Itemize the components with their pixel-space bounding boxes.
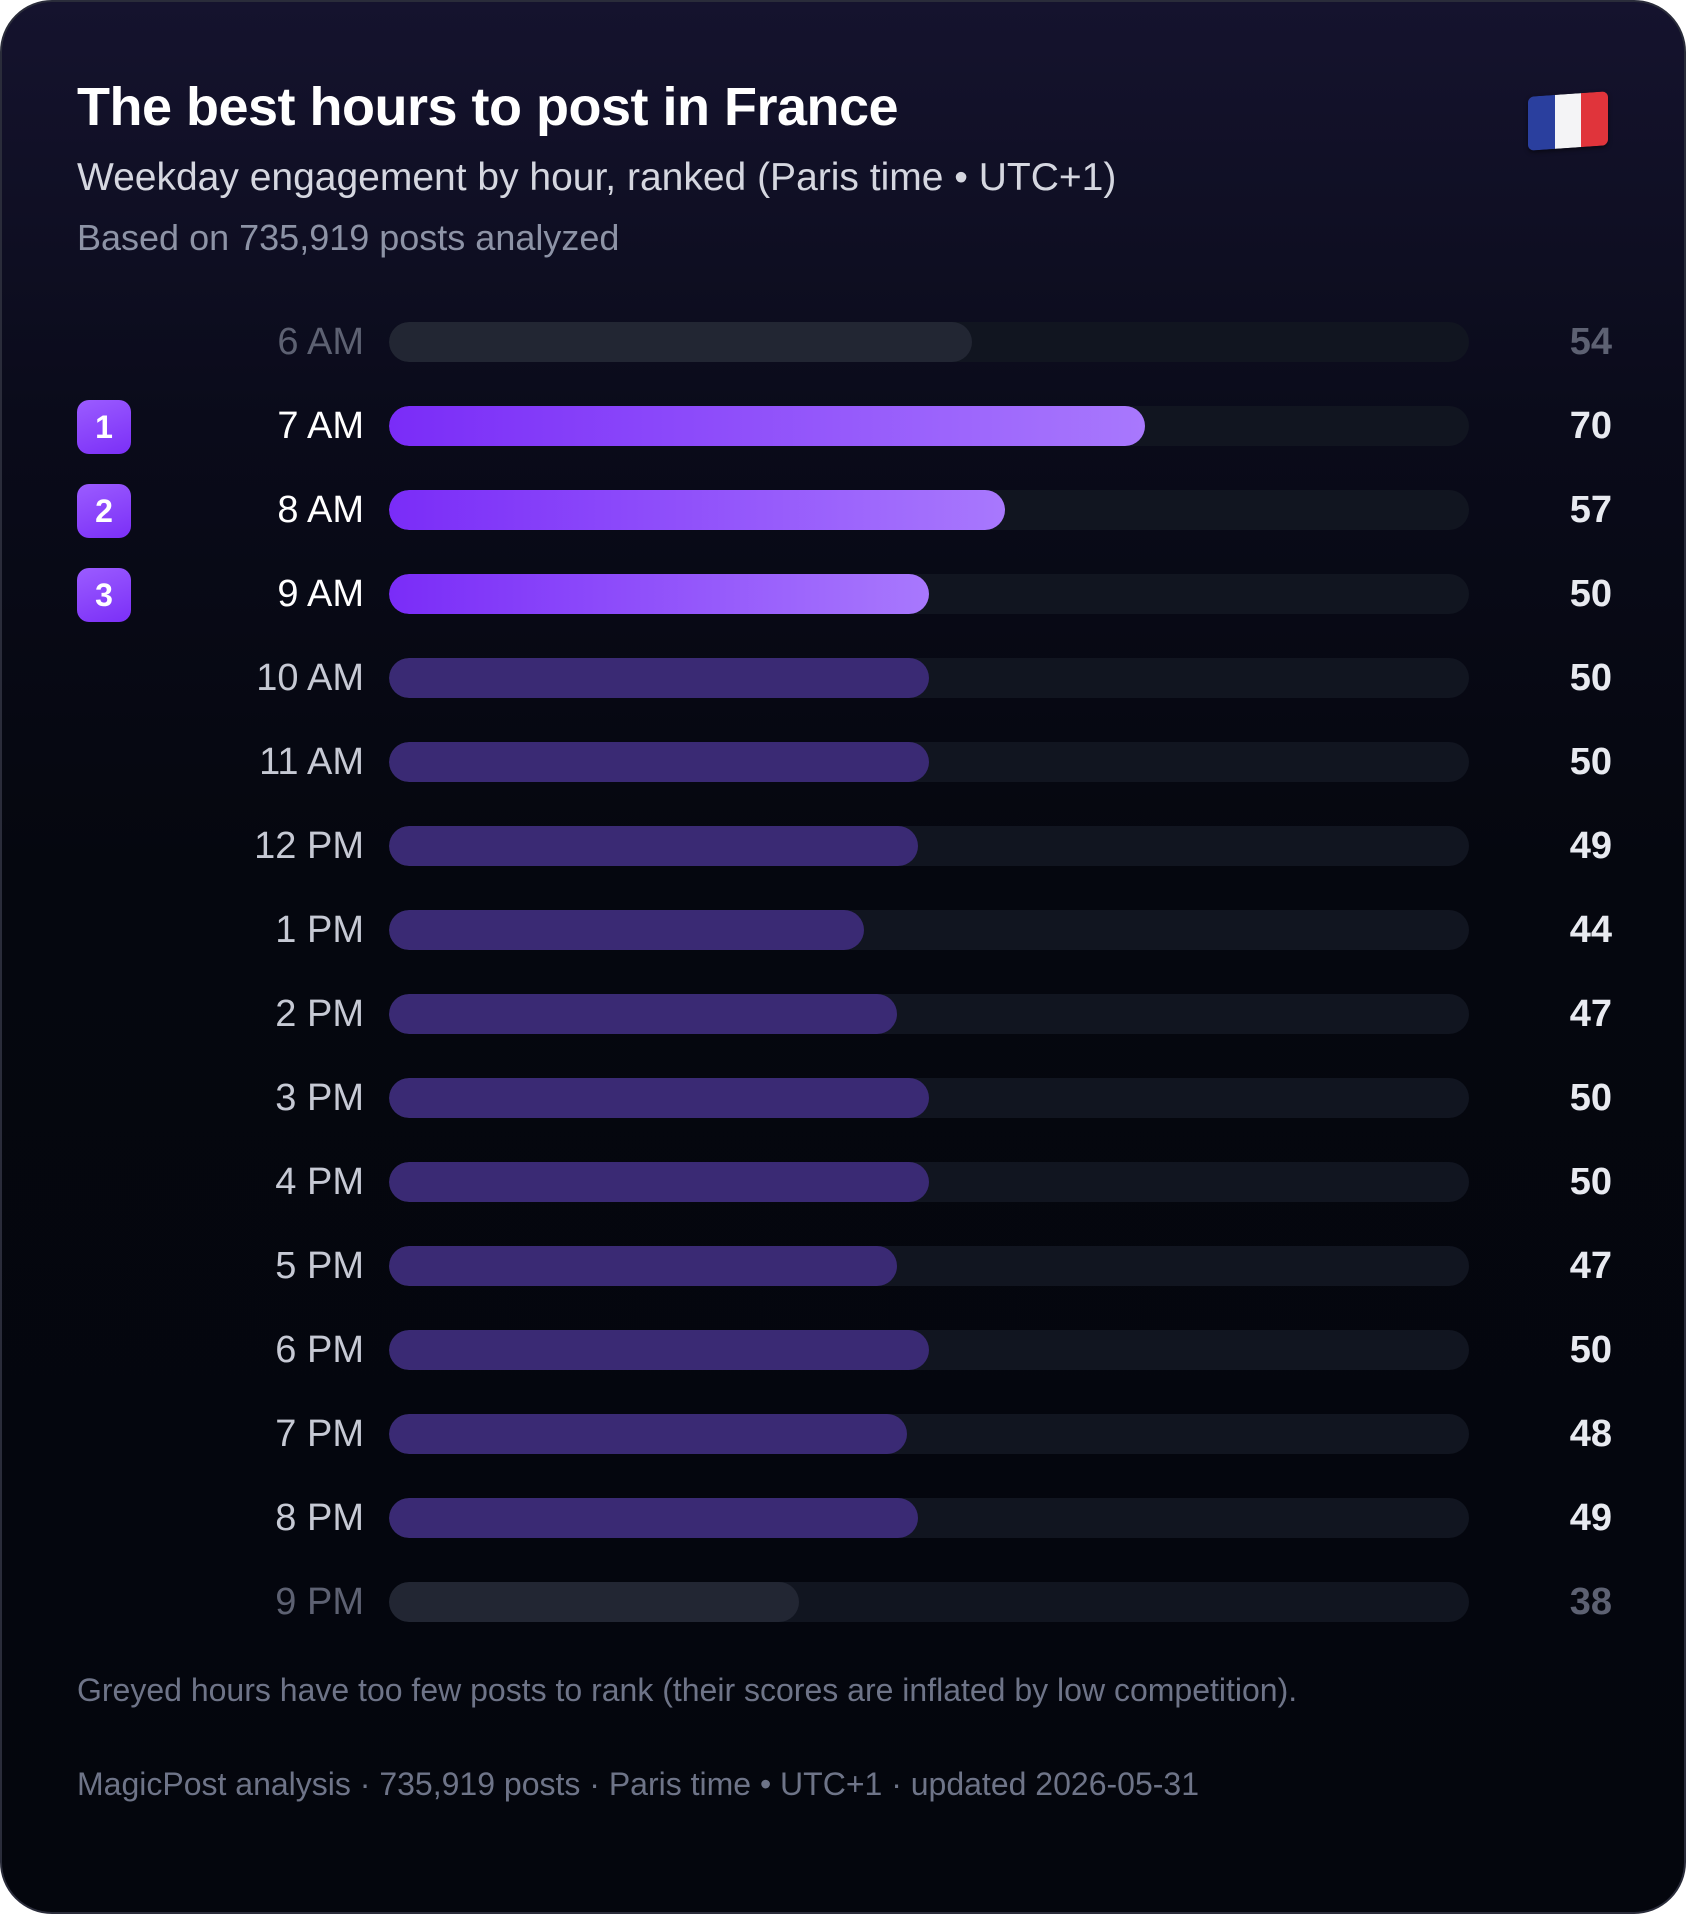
bar-track [389, 994, 1469, 1034]
value-label: 49 [1569, 825, 1612, 867]
bar-row: 7 PM 48 [2, 1392, 1684, 1476]
bar-track [389, 658, 1469, 698]
bar-row: 3 9 AM 50 [2, 552, 1684, 636]
value-label: 49 [1569, 1497, 1612, 1539]
hour-label: 12 PM [254, 825, 364, 867]
value-label: 50 [1569, 1161, 1612, 1203]
bar [389, 322, 972, 362]
value-label: 70 [1569, 405, 1612, 447]
value-label: 48 [1569, 1413, 1612, 1455]
bar [389, 1498, 918, 1538]
hour-label: 5 PM [275, 1245, 364, 1287]
value-label: 50 [1569, 657, 1612, 699]
bar [389, 1246, 897, 1286]
hour-label: 6 AM [277, 321, 364, 363]
bar-row: 10 AM 50 [2, 636, 1684, 720]
value-label: 47 [1569, 993, 1612, 1035]
hour-label: 8 PM [275, 1497, 364, 1539]
greyed-hours-note: Greyed hours have too few posts to rank … [77, 1672, 1298, 1708]
bar-track [389, 1162, 1469, 1202]
bar [389, 1582, 799, 1622]
bar [389, 826, 918, 866]
hour-label: 3 PM [275, 1077, 364, 1119]
hour-label: 10 AM [256, 657, 364, 699]
hour-label: 7 AM [277, 405, 364, 447]
bar-track [389, 490, 1469, 530]
bar [389, 490, 1005, 530]
bar-row: 1 PM 44 [2, 888, 1684, 972]
bar-track [389, 322, 1469, 362]
value-label: 50 [1569, 1077, 1612, 1119]
posts-analyzed-text: Based on 735,919 posts analyzed [77, 217, 620, 258]
source-footer: MagicPost analysis · 735,919 posts · Par… [77, 1766, 1199, 1802]
bar [389, 910, 864, 950]
rank-badge: 2 [77, 484, 131, 538]
bar-row: 4 PM 50 [2, 1140, 1684, 1224]
bar-track [389, 1246, 1469, 1286]
bar-row: 5 PM 47 [2, 1224, 1684, 1308]
bar-track [389, 1414, 1469, 1454]
bar-row: 8 PM 49 [2, 1476, 1684, 1560]
chart-subtitle: Weekday engagement by hour, ranked (Pari… [77, 156, 1117, 199]
bar-track [389, 826, 1469, 866]
value-label: 44 [1569, 909, 1612, 951]
hour-label: 8 AM [277, 489, 364, 531]
bar-row: 12 PM 49 [2, 804, 1684, 888]
bar [389, 406, 1145, 446]
hour-label: 1 PM [275, 909, 364, 951]
bar-row: 3 PM 50 [2, 1056, 1684, 1140]
bar [389, 1078, 929, 1118]
hour-label: 9 PM [275, 1581, 364, 1623]
bar-track [389, 1498, 1469, 1538]
value-label: 50 [1569, 1329, 1612, 1371]
bar-row: 6 AM 54 [2, 300, 1684, 384]
bar-row: 2 PM 47 [2, 972, 1684, 1056]
bar-row: 2 8 AM 57 [2, 468, 1684, 552]
value-label: 47 [1569, 1245, 1612, 1287]
bar-track [389, 742, 1469, 782]
hour-label: 4 PM [275, 1161, 364, 1203]
value-label: 57 [1569, 489, 1612, 531]
value-label: 50 [1569, 741, 1612, 783]
value-label: 50 [1569, 573, 1612, 615]
bar [389, 658, 929, 698]
hour-label: 6 PM [275, 1329, 364, 1371]
bar [389, 1162, 929, 1202]
bar-track [389, 1330, 1469, 1370]
bar-track [389, 574, 1469, 614]
bar-track [389, 1582, 1469, 1622]
bar [389, 574, 929, 614]
france-flag-icon [1528, 91, 1608, 151]
hour-label: 9 AM [277, 573, 364, 615]
bar-track [389, 910, 1469, 950]
hour-label: 11 AM [259, 741, 364, 783]
chart-title: The best hours to post in France [77, 77, 899, 137]
bar-row: 11 AM 50 [2, 720, 1684, 804]
bar-track [389, 1078, 1469, 1118]
value-label: 54 [1569, 321, 1612, 363]
rank-badge: 1 [77, 400, 131, 454]
bar [389, 742, 929, 782]
bar-row: 9 PM 38 [2, 1560, 1684, 1644]
bar-track [389, 406, 1469, 446]
value-label: 38 [1569, 1581, 1612, 1623]
bar-row: 1 7 AM 70 [2, 384, 1684, 468]
hour-label: 2 PM [275, 993, 364, 1035]
bar [389, 1330, 929, 1370]
hour-label: 7 PM [275, 1413, 364, 1455]
bar [389, 994, 897, 1034]
bar [389, 1414, 907, 1454]
rank-badge: 3 [77, 568, 131, 622]
bar-row: 6 PM 50 [2, 1308, 1684, 1392]
